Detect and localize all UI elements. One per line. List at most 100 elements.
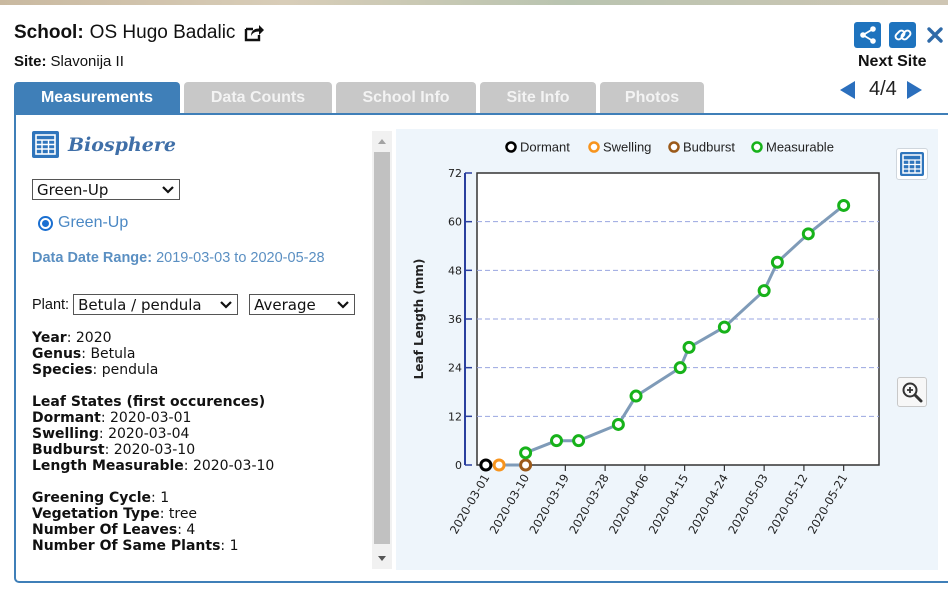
statistic-select[interactable]: Average bbox=[249, 294, 356, 315]
measurements-panel bbox=[14, 113, 948, 583]
tab-school-info[interactable]: School Info bbox=[336, 82, 476, 113]
chart-series bbox=[479, 198, 851, 472]
legend-label-swelling: Swelling bbox=[603, 140, 651, 155]
tab-site-info[interactable]: Site Info bbox=[480, 82, 596, 113]
plant-row: Plant: Betula / pendula Average bbox=[32, 294, 372, 315]
data-point-measurable-14 bbox=[837, 198, 851, 212]
x-tick-label-2020-05-12: 2020-05-12 bbox=[765, 472, 811, 537]
plant-attributes: Greening Cycle: 1 Vegetation Type: tree … bbox=[32, 490, 372, 554]
tab-data-counts[interactable]: Data Counts bbox=[184, 82, 332, 113]
swelling-row: Swelling: 2020-03-04 bbox=[32, 426, 190, 442]
y-axis-label: Leaf Length (mm) bbox=[412, 259, 426, 380]
range-label: Data Date Range: bbox=[32, 250, 153, 266]
previous-site-arrow-icon[interactable] bbox=[840, 80, 855, 99]
external-link-icon[interactable] bbox=[243, 23, 265, 43]
radio-label: Green-Up bbox=[58, 214, 129, 231]
legend-label-budburst: Budburst bbox=[683, 140, 735, 155]
measurable-row: Length Measurable: 2020-03-10 bbox=[32, 458, 275, 474]
school-title: School: OS Hugo Badalic bbox=[14, 22, 265, 44]
genus-value: Betula bbox=[90, 346, 136, 362]
close-icon bbox=[927, 27, 943, 43]
x-tick-label-2020-04-24: 2020-04-24 bbox=[685, 472, 731, 537]
table-icon bbox=[900, 152, 924, 176]
leaf-states: Leaf States (first occurences) Dormant: … bbox=[32, 394, 372, 474]
data-table-button[interactable] bbox=[896, 148, 928, 180]
x-tick-label-2020-03-19: 2020-03-19 bbox=[526, 472, 572, 537]
tab-measurements[interactable]: Measurements bbox=[14, 82, 180, 113]
swelling-label: Swelling bbox=[32, 426, 99, 442]
data-point-measurable-11 bbox=[757, 284, 771, 298]
same-plants-label: Number Of Same Plants bbox=[32, 538, 221, 554]
data-point-budburst-2 bbox=[519, 458, 533, 472]
data-date-range: Data Date Range: 2019-03-03 to 2020-05-2… bbox=[32, 250, 372, 266]
x-tick-label-2020-03-01: 2020-03-01 bbox=[447, 472, 493, 537]
budburst-label: Budburst bbox=[32, 442, 105, 458]
year-value: 2020 bbox=[75, 330, 112, 346]
y-axis-ticks: 0 12 24 36 48 60 72 bbox=[448, 167, 472, 472]
school-label: School: bbox=[14, 22, 84, 43]
biosphere-header: Biosphere bbox=[32, 131, 372, 158]
scroll-thumb[interactable] bbox=[374, 152, 390, 544]
statistic-select-value: Average bbox=[254, 295, 316, 314]
table-icon[interactable] bbox=[32, 131, 59, 158]
swelling-value: 2020-03-04 bbox=[108, 426, 190, 442]
data-point-measurable-13 bbox=[801, 227, 815, 241]
measurable-value: 2020-03-10 bbox=[192, 458, 275, 474]
left-info-column: Biosphere Green-Up Green-Up Data Date Ra… bbox=[32, 131, 372, 554]
scroll-down-arrow-icon[interactable] bbox=[378, 556, 386, 561]
y-tick-label-60: 60 bbox=[448, 216, 462, 229]
site-label: Site: bbox=[14, 53, 47, 70]
species-value: pendula bbox=[101, 362, 159, 378]
range-value: 2019-03-03 to 2020-05-28 bbox=[156, 250, 325, 266]
x-tick-label-2020-05-03: 2020-05-03 bbox=[725, 472, 771, 537]
next-site-arrow-icon[interactable] bbox=[906, 80, 922, 99]
year-row: Year: 2020 bbox=[32, 330, 112, 346]
data-point-measurable-10 bbox=[717, 320, 731, 334]
legend-label-dormant: Dormant bbox=[520, 140, 570, 155]
budburst-value: 2020-03-10 bbox=[113, 442, 196, 458]
share-button[interactable] bbox=[854, 22, 881, 48]
scroll-up-arrow-icon[interactable] bbox=[378, 139, 386, 144]
green-up-radio[interactable]: Green-Up bbox=[38, 214, 372, 232]
chevron-down-icon bbox=[162, 185, 174, 194]
y-tick-label-48: 48 bbox=[448, 264, 462, 277]
data-point-measurable-5 bbox=[572, 434, 586, 448]
x-tick-label-2020-05-21: 2020-05-21 bbox=[805, 471, 851, 536]
top-toolbar bbox=[854, 22, 946, 48]
x-tick-label-2020-04-06: 2020-04-06 bbox=[606, 472, 652, 537]
chevron-down-icon bbox=[337, 300, 349, 309]
tab-photos[interactable]: Photos bbox=[600, 82, 704, 113]
next-site-label: Next Site bbox=[858, 53, 927, 70]
left-scrollbar[interactable] bbox=[372, 131, 392, 569]
tab-bar: Measurements Data Counts School Info Sit… bbox=[14, 82, 704, 113]
permalink-button[interactable] bbox=[889, 22, 916, 48]
dormant-row: Dormant: 2020-03-01 bbox=[32, 410, 192, 426]
map-background-strip bbox=[0, 0, 948, 5]
x-axis-ticks: 2020-03-012020-03-102020-03-192020-03-28… bbox=[447, 465, 850, 536]
data-point-measurable-4 bbox=[550, 434, 564, 448]
site-name: Slavonija II bbox=[50, 53, 124, 70]
x-tick-label-2020-03-28: 2020-03-28 bbox=[566, 472, 612, 537]
x-tick-label-2020-03-10: 2020-03-10 bbox=[487, 472, 533, 537]
y-tick-label-36: 36 bbox=[448, 313, 462, 326]
plant-label: Plant: bbox=[32, 296, 70, 313]
y-tick-label-24: 24 bbox=[448, 362, 462, 375]
cycle-value: 1 bbox=[160, 490, 170, 506]
plant-select[interactable]: Betula / pendula bbox=[73, 294, 239, 315]
close-button[interactable] bbox=[924, 22, 946, 48]
biosphere-title: Biosphere bbox=[68, 133, 176, 156]
chevron-down-icon bbox=[220, 300, 232, 309]
data-point-measurable-6 bbox=[611, 417, 625, 431]
same-plants-row: Number Of Same Plants: 1 bbox=[32, 538, 239, 554]
legend-marker-budburst bbox=[668, 141, 680, 153]
link-icon bbox=[894, 29, 911, 41]
chart-legend: Dormant Swelling Budburst Measurable bbox=[505, 140, 834, 155]
vegetation-label: Vegetation Type bbox=[32, 506, 160, 522]
legend-marker-dormant bbox=[505, 141, 517, 153]
measurable-label: Length Measurable bbox=[32, 458, 184, 474]
dataset-select[interactable]: Green-Up bbox=[32, 179, 180, 200]
dormant-label: Dormant bbox=[32, 410, 101, 426]
zoom-in-icon bbox=[902, 382, 923, 403]
zoom-button[interactable] bbox=[897, 377, 927, 407]
legend-marker-swelling bbox=[588, 141, 600, 153]
